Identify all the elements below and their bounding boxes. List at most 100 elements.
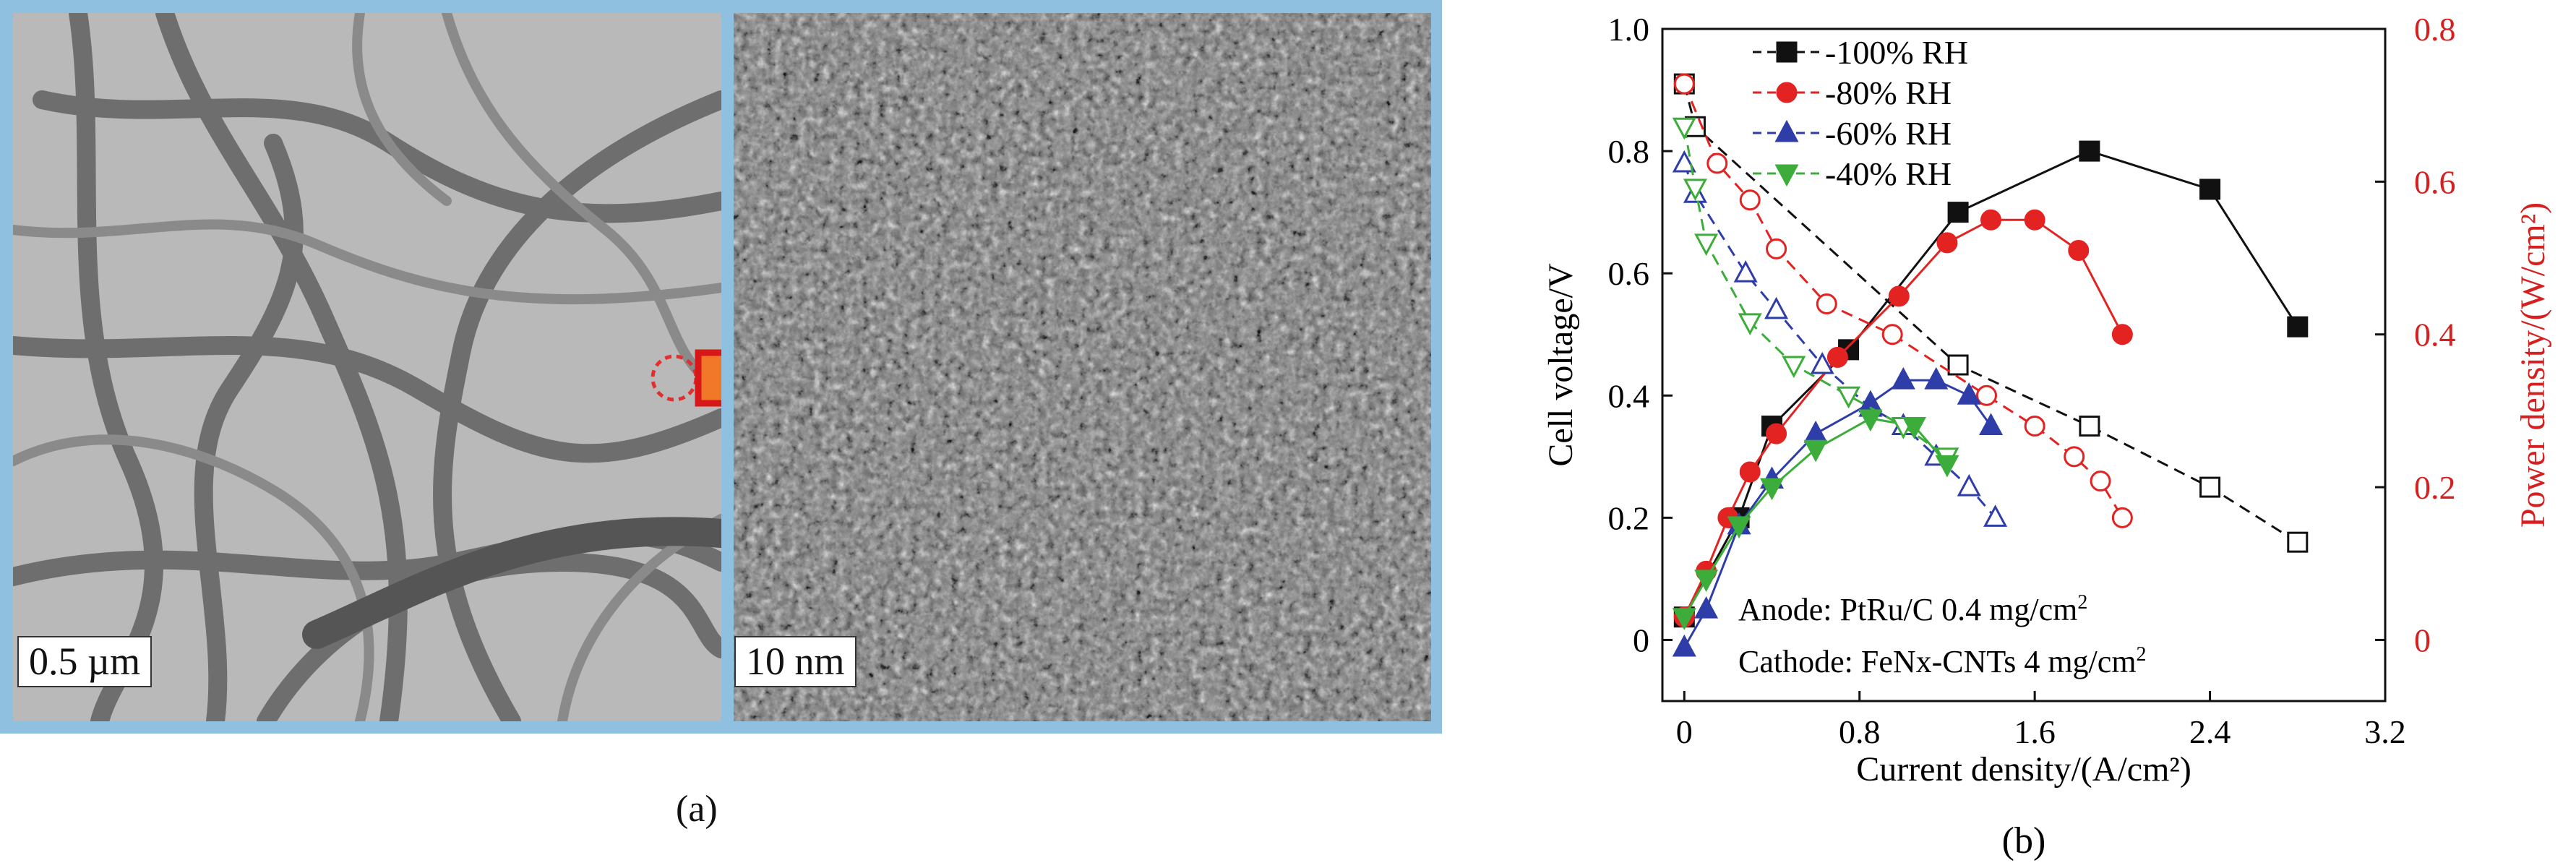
x-tick-label: 2.4 bbox=[2189, 713, 2231, 750]
series-group bbox=[1672, 150, 2008, 657]
power-point bbox=[1979, 413, 2004, 436]
power-point bbox=[1727, 516, 1751, 539]
voltage-point bbox=[1672, 117, 1696, 140]
x-tick-label: 0.8 bbox=[1839, 713, 1881, 750]
voltage-point bbox=[1694, 233, 1719, 257]
scale-bar-label-right: 10 nm bbox=[734, 636, 856, 688]
tem-panel-frame: 0.5 µm 10 nm bbox=[0, 0, 1442, 734]
y-tick-label: 1.0 bbox=[1608, 11, 1650, 48]
x-tick-label: 1.6 bbox=[2014, 713, 2056, 750]
series-group bbox=[1672, 117, 1959, 630]
anode-annotation: Anode: PtRu/C 0.4 mg/cm2 bbox=[1738, 591, 2087, 627]
power-point bbox=[1739, 461, 1761, 483]
legend-marker bbox=[1776, 82, 1798, 103]
voltage-line bbox=[1683, 83, 2124, 519]
y-axis-ticks: 0 0.2 0.4 0.6 0.8 1.0 bbox=[1608, 11, 1673, 658]
legend-marker bbox=[1776, 41, 1798, 63]
power-point bbox=[1803, 420, 1828, 443]
power-point bbox=[1826, 346, 1848, 368]
x-axis-ticks: 0 0.8 1.6 2.4 3.2 bbox=[1676, 691, 2406, 750]
tem-image-carbon-nanotubes bbox=[13, 13, 721, 721]
power-point bbox=[1672, 608, 1696, 630]
power-line bbox=[1683, 150, 2299, 618]
y-tick-label: 0 bbox=[1633, 622, 1649, 658]
power-point bbox=[1935, 455, 1959, 478]
cathode-superscript: 2 bbox=[2137, 643, 2147, 666]
voltage-point bbox=[1957, 473, 1981, 497]
voltage-point bbox=[1810, 351, 1834, 374]
legend-item: -80% RH bbox=[1753, 74, 1952, 111]
voltage-point bbox=[1816, 293, 1837, 314]
voltage-point bbox=[2024, 416, 2045, 437]
y2-tick-label: 0.6 bbox=[2414, 163, 2456, 200]
y-tick-label: 0.6 bbox=[1608, 255, 1650, 292]
power-point bbox=[1672, 634, 1696, 657]
voltage-point bbox=[2079, 416, 2100, 437]
power-point bbox=[1891, 366, 1915, 390]
voltage-point bbox=[1764, 296, 1789, 319]
panel-a-caption: (a) bbox=[676, 788, 718, 830]
y2-tick-label: 0.8 bbox=[2414, 11, 2456, 48]
voltage-point bbox=[2111, 507, 2133, 528]
voltage-point bbox=[2287, 531, 2309, 553]
power-point bbox=[1924, 366, 1949, 390]
legend-label: -40% RH bbox=[1825, 155, 1952, 192]
voltage-point bbox=[2090, 470, 2111, 492]
power-point bbox=[1957, 382, 1981, 405]
scale-bar-label-left: 0.5 µm bbox=[17, 636, 153, 688]
power-point bbox=[1902, 417, 1926, 439]
power-point bbox=[2079, 140, 2100, 162]
power-point bbox=[2199, 179, 2221, 200]
power-point bbox=[2287, 316, 2309, 338]
voltage-point bbox=[1706, 152, 1728, 174]
legend-marker bbox=[1774, 119, 1799, 142]
y-axis-label: Cell voltage/V bbox=[1542, 263, 1580, 467]
voltage-point bbox=[1673, 73, 1695, 95]
y-tick-label: 0.4 bbox=[1608, 377, 1650, 414]
power-point bbox=[1694, 570, 1719, 593]
polarization-chart: 0 0.8 1.6 2.4 3.2 0 0.2 0.4 0.6 0.8 1.0 0 0.2 0.4 0.… bbox=[1542, 11, 2552, 861]
voltage-line bbox=[1683, 83, 2298, 543]
y2-axis-ticks: 0 0.2 0.4 0.6 0.8 bbox=[2375, 11, 2456, 658]
voltage-point bbox=[1738, 313, 1762, 335]
power-point bbox=[1888, 285, 1910, 307]
panel-b-caption: (b) bbox=[2002, 820, 2046, 861]
voltage-point bbox=[1683, 179, 1707, 201]
series-group bbox=[1673, 73, 2309, 628]
series-layer bbox=[1672, 73, 2309, 657]
power-point bbox=[1803, 439, 1828, 463]
power-point bbox=[2024, 209, 2045, 231]
x-tick-label: 3.2 bbox=[2364, 713, 2406, 750]
voltage-point bbox=[1983, 504, 2008, 527]
voltage-point bbox=[1947, 354, 1969, 376]
voltage-line bbox=[1683, 163, 1996, 519]
voltage-point bbox=[1672, 150, 1696, 173]
voltage-point bbox=[1837, 386, 1861, 409]
anode-superscript: 2 bbox=[2077, 591, 2087, 614]
voltage-point bbox=[1782, 356, 1806, 379]
tem-image-high-resolution bbox=[734, 13, 1431, 721]
legend: -100% RH-80% RH -60% RH-40% RH bbox=[1753, 34, 1968, 192]
legend-item: -100% RH bbox=[1753, 34, 1968, 71]
cathode-annotation: Cathode: FeNx-CNTs 4 mg/cm2 bbox=[1738, 643, 2147, 679]
svg-text:Cathode: FeNx-CNTs 4 mg/cm2: Cathode: FeNx-CNTs 4 mg/cm2 bbox=[1738, 643, 2147, 679]
power-point bbox=[1980, 209, 2002, 231]
power-point bbox=[1766, 423, 1787, 444]
voltage-point bbox=[1766, 238, 1787, 259]
y2-tick-label: 0.4 bbox=[2414, 317, 2456, 353]
svg-text:Anode: PtRu/C 0.4 mg/cm2: Anode: PtRu/C 0.4 mg/cm2 bbox=[1738, 591, 2087, 627]
cathode-annotation-text: Cathode: FeNx-CNTs 4 mg/cm bbox=[1738, 644, 2137, 679]
voltage-point bbox=[2199, 476, 2221, 498]
y-tick-label: 0.2 bbox=[1608, 499, 1650, 536]
power-point bbox=[1694, 596, 1719, 619]
voltage-point bbox=[1881, 324, 1903, 345]
voltage-point bbox=[2064, 446, 2085, 468]
plot-frame bbox=[1661, 27, 2387, 702]
power-point bbox=[1858, 409, 1883, 432]
power-point bbox=[2068, 239, 2090, 261]
power-point bbox=[2111, 324, 2133, 345]
y2-axis-label: Power density/(W/cm²) bbox=[2514, 202, 2552, 528]
legend-label: -60% RH bbox=[1825, 115, 1952, 152]
legend-label: -100% RH bbox=[1825, 34, 1968, 71]
voltage-point bbox=[1739, 189, 1761, 211]
